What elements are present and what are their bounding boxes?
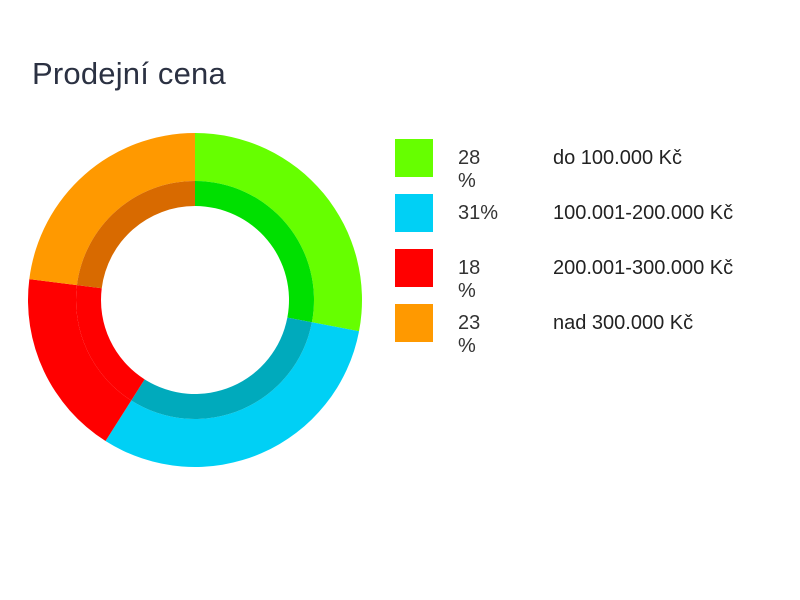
legend-swatch xyxy=(395,139,433,177)
donut-slice-outer xyxy=(105,322,360,468)
donut-slice-inner xyxy=(195,181,314,323)
legend-swatch xyxy=(395,194,433,232)
legend-label: nad 300.000 Kč xyxy=(553,312,694,334)
legend-label: 200.001-300.000 Kč xyxy=(553,257,734,279)
donut-slice-inner xyxy=(131,317,312,420)
donut-slice-outer xyxy=(195,133,363,332)
donut-slice-inner xyxy=(75,285,145,401)
donut-slice-outer xyxy=(29,133,195,286)
donut-slice-outer xyxy=(27,279,132,442)
legend-percentage: 18 % xyxy=(458,257,481,302)
donut-slice-inner xyxy=(76,181,195,289)
legend-label: 100.001-200.000 Kč xyxy=(553,202,734,224)
chart-title: Prodejní cena xyxy=(32,56,226,91)
legend-swatch xyxy=(395,304,433,342)
legend-percentage: 28 % xyxy=(458,147,481,192)
legend-label: do 100.000 Kč xyxy=(553,147,682,169)
legend-percentage: 23 % xyxy=(458,312,481,357)
legend-percentage: 31% xyxy=(458,202,499,224)
legend-swatch xyxy=(395,249,433,287)
